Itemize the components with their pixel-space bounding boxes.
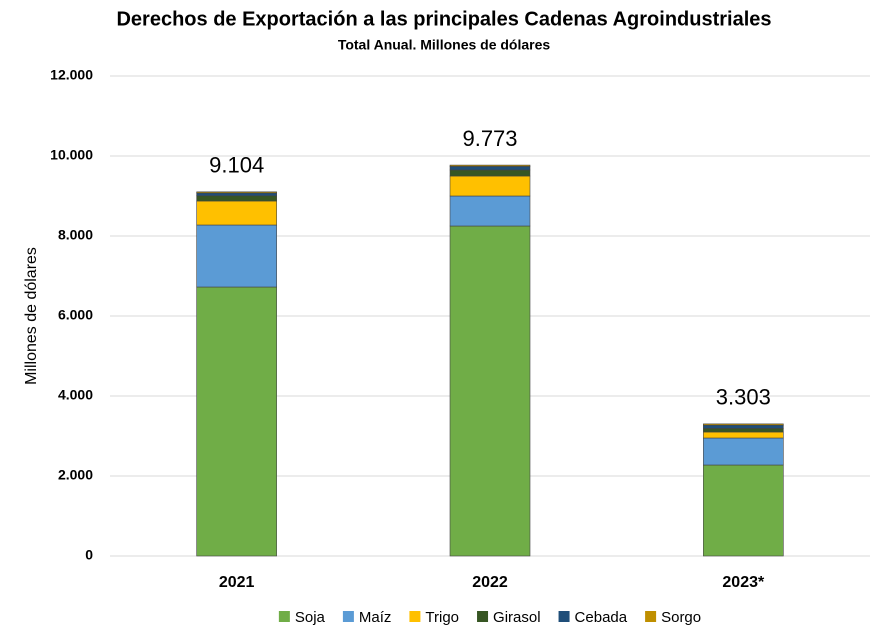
bar-segment	[196, 224, 277, 288]
legend-swatch	[409, 611, 421, 622]
bar-segment	[196, 286, 277, 557]
bar-segment	[703, 428, 784, 433]
y-tick-label: 6.000	[58, 307, 93, 323]
bar-segment	[703, 437, 784, 466]
total-label: 9.773	[462, 126, 517, 151]
y-tick-label: 12.000	[50, 67, 93, 83]
bar-segment	[449, 195, 531, 227]
legend-swatch	[342, 611, 354, 622]
legend-label: Soja	[295, 609, 326, 626]
bar-segment	[196, 200, 277, 226]
y-tick-label: 10.000	[50, 147, 93, 163]
bar-segment	[449, 175, 531, 197]
bar-segment	[449, 166, 531, 171]
chart-subtitle: Total Anual. Millones de dólares	[338, 37, 551, 53]
total-label: 3.303	[716, 385, 771, 410]
legend-label: Trigo	[425, 609, 459, 626]
legend-label: Sorgo	[661, 609, 701, 626]
y-tick-label: 0	[85, 547, 93, 563]
bar-segment	[703, 431, 784, 439]
y-tick-label: 2.000	[58, 467, 93, 483]
bar-segment	[196, 195, 277, 202]
y-tick-label: 4.000	[58, 387, 93, 403]
legend-label: Girasol	[493, 609, 541, 626]
x-tick-label: 2022	[472, 574, 508, 591]
bar-segment	[449, 164, 531, 167]
bar-segment	[196, 191, 277, 194]
chart-title: Derechos de Exportación a las principale…	[116, 8, 771, 30]
bar-segment	[703, 464, 784, 557]
bar-segment	[703, 423, 784, 426]
y-axis-label: Millones de dólares	[23, 247, 40, 385]
legend-label: Maíz	[359, 609, 392, 626]
legend-swatch	[477, 611, 489, 622]
bar-segment	[449, 225, 531, 557]
bar-segment	[703, 424, 784, 429]
legend-swatch	[645, 611, 657, 622]
legend-swatch	[278, 611, 290, 622]
bar-segment	[196, 192, 277, 197]
bar-segment	[449, 169, 531, 177]
x-tick-label: 2021	[219, 574, 255, 591]
legend-swatch	[558, 611, 570, 622]
y-tick-label: 8.000	[58, 227, 93, 243]
legend-label: Cebada	[575, 609, 628, 626]
total-label: 9.104	[209, 153, 264, 178]
x-tick-label: 2023*	[722, 574, 765, 591]
